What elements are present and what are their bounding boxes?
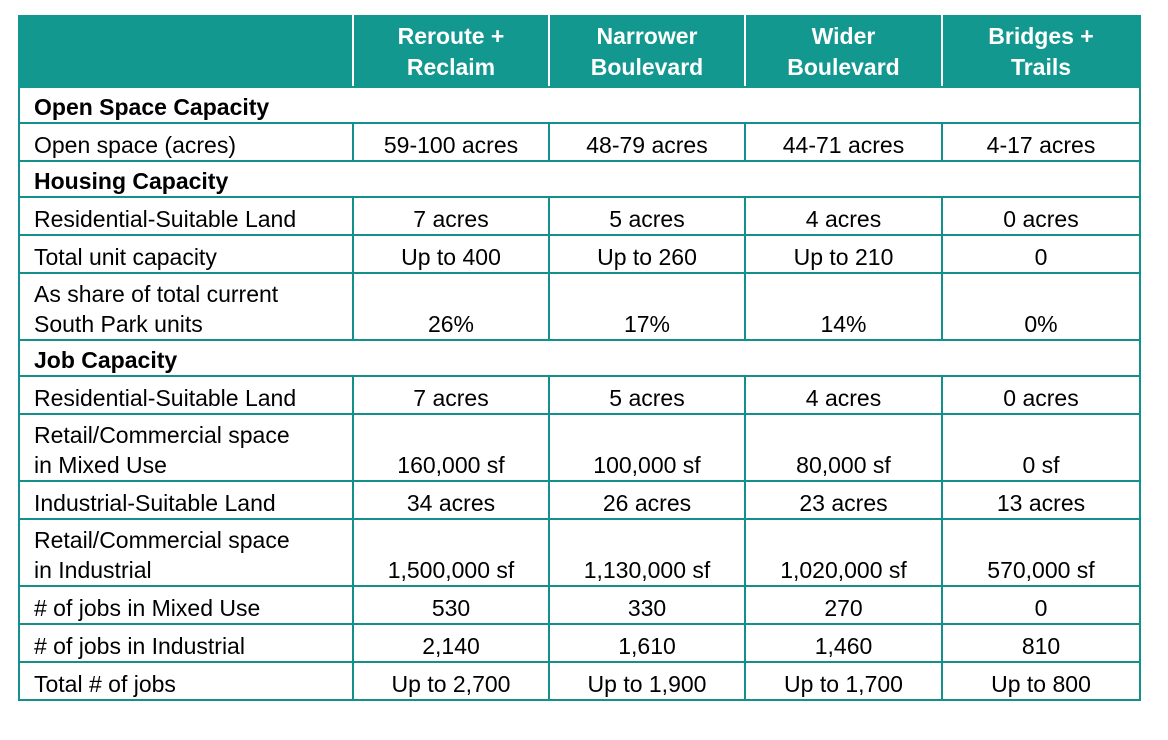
section-title: Open Space Capacity	[18, 86, 1141, 124]
table-row: Total unit capacity Up to 400 Up to 260 Up …	[18, 234, 1141, 274]
row-label: As share of total current South Park unit…	[18, 272, 354, 341]
table-row: Open space (acres) 59-100 acres 48-79 acre…	[18, 122, 1141, 162]
section-row-open-space: Open Space Capacity	[18, 86, 1141, 124]
row-label: Open space (acres)	[18, 122, 354, 162]
header-line: Boulevard	[787, 53, 900, 80]
capacity-table: Reroute + Reclaim Narrower Boulevard Wider…	[18, 15, 1141, 701]
table-row: Residential-Suitable Land 7 acres 5 acres 4…	[18, 196, 1141, 236]
value-cell: Up to 1,900	[548, 661, 746, 701]
value-cell: 23 acres	[744, 480, 943, 520]
value-cell: 160,000 sf	[352, 413, 550, 482]
row-label: # of jobs in Mixed Use	[18, 585, 354, 625]
value-cell: 1,460	[744, 623, 943, 663]
value-cell: 5 acres	[548, 196, 746, 236]
value-cell: Up to 800	[941, 661, 1141, 701]
section-title: Housing Capacity	[18, 160, 1141, 198]
value-cell: Up to 260	[548, 234, 746, 274]
table-row: Total # of jobs Up to 2,700 Up to 1,900 Up …	[18, 661, 1141, 701]
value-cell: 34 acres	[352, 480, 550, 520]
value-cell: 17%	[548, 272, 746, 341]
table-row: Residential-Suitable Land 7 acres 5 acres 4…	[18, 375, 1141, 415]
value-cell: Up to 400	[352, 234, 550, 274]
value-cell: 26%	[352, 272, 550, 341]
value-cell: 7 acres	[352, 375, 550, 415]
value-cell: 4-17 acres	[941, 122, 1141, 162]
row-label-line: Retail/Commercial space	[34, 527, 290, 553]
header-line: Wider	[811, 22, 876, 49]
header-line: Boulevard	[590, 53, 704, 80]
header-line: Reclaim	[406, 53, 496, 80]
value-cell: 0 acres	[941, 375, 1141, 415]
row-label-line: in Industrial	[34, 557, 152, 583]
value-cell: 0 acres	[941, 196, 1141, 236]
header-bridges-trails: Bridges + Trails	[941, 15, 1141, 88]
header-reroute-reclaim: Reroute + Reclaim	[352, 15, 550, 88]
row-label-line: Retail/Commercial space	[34, 422, 290, 448]
table-row: As share of total current South Park unit…	[18, 272, 1141, 341]
row-label: Residential-Suitable Land	[18, 196, 354, 236]
header-line: Bridges +	[988, 22, 1094, 49]
value-cell: 5 acres	[548, 375, 746, 415]
header-empty-cell	[18, 15, 354, 88]
value-cell: 1,610	[548, 623, 746, 663]
row-label: Retail/Commercial space in Mixed Use	[18, 413, 354, 482]
value-cell: 4 acres	[744, 375, 943, 415]
row-label: # of jobs in Industrial	[18, 623, 354, 663]
value-cell: 1,500,000 sf	[352, 518, 550, 587]
value-cell: 270	[744, 585, 943, 625]
row-label-line: in Mixed Use	[34, 452, 167, 478]
header-line: Narrower	[596, 22, 698, 49]
value-cell: Up to 1,700	[744, 661, 943, 701]
value-cell: 100,000 sf	[548, 413, 746, 482]
value-cell: 530	[352, 585, 550, 625]
value-cell: 14%	[744, 272, 943, 341]
value-cell: 26 acres	[548, 480, 746, 520]
header-line: Reroute +	[397, 22, 505, 49]
header-row: Reroute + Reclaim Narrower Boulevard Wider…	[18, 15, 1141, 88]
row-label: Total unit capacity	[18, 234, 354, 274]
value-cell: 0	[941, 585, 1141, 625]
row-label-line: South Park units	[34, 311, 203, 337]
value-cell: 59-100 acres	[352, 122, 550, 162]
value-cell: 570,000 sf	[941, 518, 1141, 587]
value-cell: 4 acres	[744, 196, 943, 236]
value-cell: 2,140	[352, 623, 550, 663]
value-cell: 1,020,000 sf	[744, 518, 943, 587]
value-cell: 7 acres	[352, 196, 550, 236]
value-cell: 0%	[941, 272, 1141, 341]
value-cell: 44-71 acres	[744, 122, 943, 162]
section-row-jobs: Job Capacity	[18, 339, 1141, 377]
value-cell: 1,130,000 sf	[548, 518, 746, 587]
value-cell: 810	[941, 623, 1141, 663]
value-cell: 330	[548, 585, 746, 625]
value-cell: 0 sf	[941, 413, 1141, 482]
value-cell: 48-79 acres	[548, 122, 746, 162]
row-label: Residential-Suitable Land	[18, 375, 354, 415]
table-row: # of jobs in Mixed Use 530 330 270 0	[18, 585, 1141, 625]
row-label: Total # of jobs	[18, 661, 354, 701]
section-row-housing: Housing Capacity	[18, 160, 1141, 198]
header-narrower-boulevard: Narrower Boulevard	[548, 15, 746, 88]
value-cell: Up to 2,700	[352, 661, 550, 701]
value-cell: Up to 210	[744, 234, 943, 274]
row-label-line: As share of total current	[34, 281, 279, 307]
value-cell: 80,000 sf	[744, 413, 943, 482]
row-label: Industrial-Suitable Land	[18, 480, 354, 520]
header-wider-boulevard: Wider Boulevard	[744, 15, 943, 88]
row-label: Retail/Commercial space in Industrial	[18, 518, 354, 587]
header-line: Trails	[1010, 53, 1072, 80]
value-cell: 13 acres	[941, 480, 1141, 520]
value-cell: 0	[941, 234, 1141, 274]
table-row: # of jobs in Industrial 2,140 1,610 1,460 81…	[18, 623, 1141, 663]
table-row: Retail/Commercial space in Industrial 1,50…	[18, 518, 1141, 587]
table-row: Retail/Commercial space in Mixed Use 160,0…	[18, 413, 1141, 482]
table-row: Industrial-Suitable Land 34 acres 26 acres…	[18, 480, 1141, 520]
section-title: Job Capacity	[18, 339, 1141, 377]
